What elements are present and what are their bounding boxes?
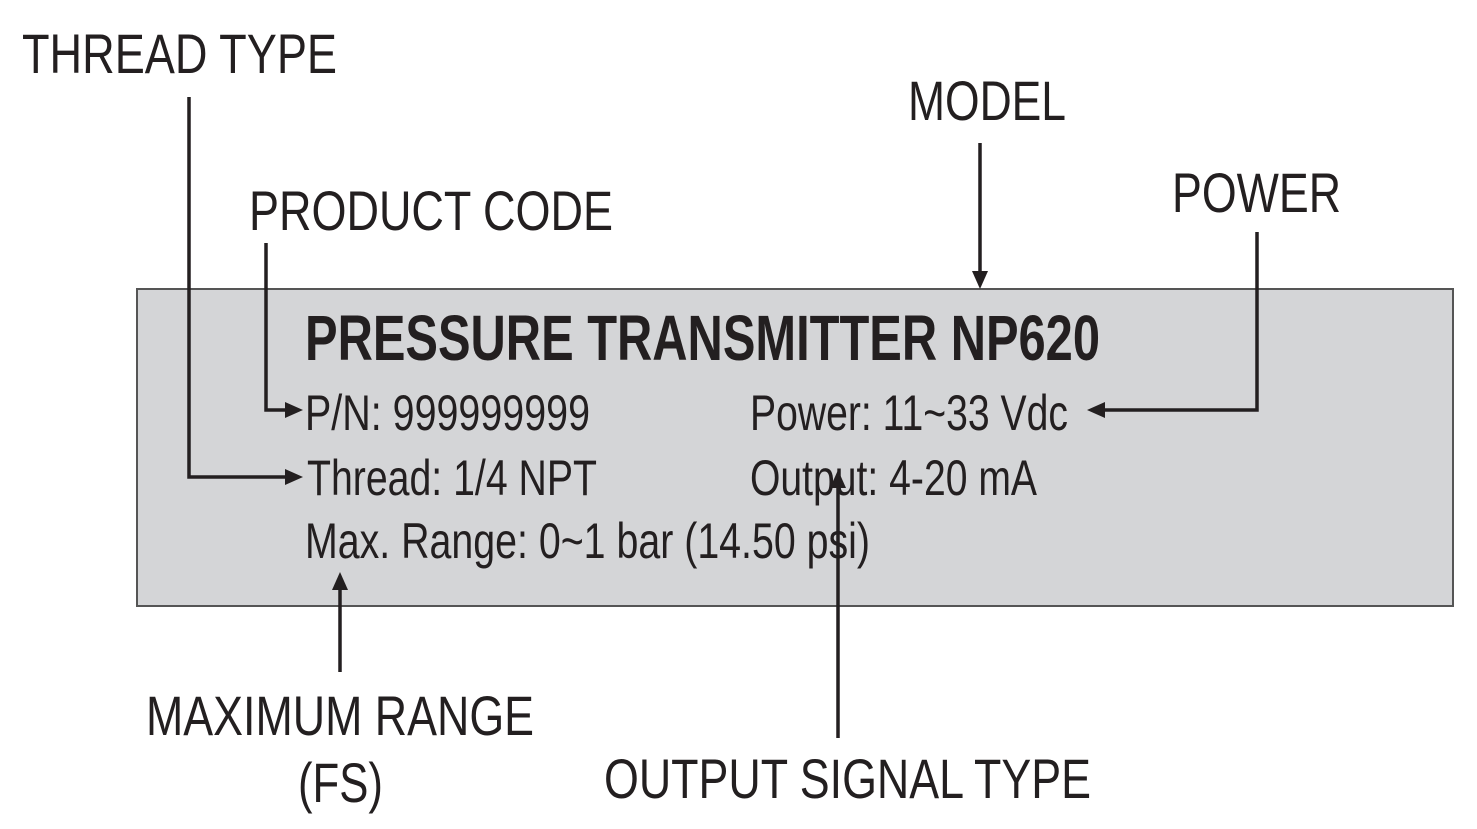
arrow-model <box>972 143 988 289</box>
callout-thread-type: THREAD TYPE <box>22 22 337 85</box>
power-text: Power: 11~33 Vdc <box>750 385 1068 441</box>
arrow-product-code <box>264 243 303 418</box>
callout-power: POWER <box>1172 161 1341 224</box>
part-number-text: P/N: 999999999 <box>305 385 590 441</box>
callout-maximum-range-fs: (FS) <box>298 751 383 814</box>
nameplate-title: PRESSURE TRANSMITTER NP620 <box>305 302 1100 374</box>
arrow-power <box>1087 232 1259 418</box>
callout-model: MODEL <box>908 69 1066 132</box>
callout-product-code: PRODUCT CODE <box>249 179 613 242</box>
arrow-output-signal-type <box>830 470 846 738</box>
callout-maximum-range: MAXIMUM RANGE <box>146 684 534 747</box>
thread-text: Thread: 1/4 NPT <box>307 450 597 506</box>
nameplate-panel <box>136 288 1454 607</box>
arrow-thread-type <box>187 97 303 485</box>
arrow-maximum-range <box>332 572 348 672</box>
callout-output-signal-type: OUTPUT SIGNAL TYPE <box>604 747 1091 810</box>
output-text: Output: 4-20 mA <box>750 450 1037 506</box>
max-range-text: Max. Range: 0~1 bar (14.50 psi) <box>305 513 870 569</box>
